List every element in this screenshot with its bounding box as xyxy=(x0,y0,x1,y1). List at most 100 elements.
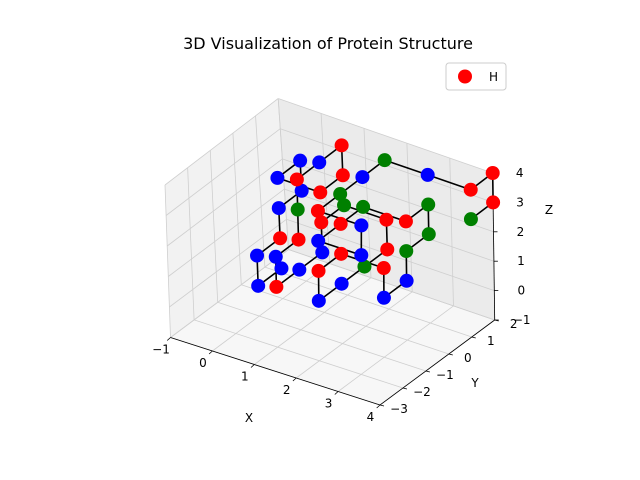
atom-p xyxy=(420,167,435,182)
atom-h xyxy=(291,232,306,247)
atom-p xyxy=(311,233,326,248)
z-tick-label: 2 xyxy=(517,225,525,239)
grid-line-y-left xyxy=(209,150,219,303)
atom-h xyxy=(333,216,348,231)
atom-p xyxy=(334,276,349,291)
y-tick-label: −2 xyxy=(413,385,431,399)
y-tick-label: −1 xyxy=(436,368,454,382)
x-tick-label: 3 xyxy=(325,397,333,411)
x-tick-label: 0 xyxy=(199,356,207,370)
atom-o xyxy=(421,227,436,242)
pane-back xyxy=(278,98,495,320)
atom-p xyxy=(354,218,369,233)
atom-p xyxy=(294,183,309,198)
grid-line-z-back xyxy=(288,249,495,321)
y-tick-mark xyxy=(425,370,430,373)
chart-title: 3D Visualization of Protein Structure xyxy=(183,34,473,53)
grid-line-z-left xyxy=(166,158,283,247)
legend: H xyxy=(445,62,507,91)
atom-p xyxy=(270,170,285,185)
atom-o xyxy=(377,153,392,168)
atom-h xyxy=(398,214,413,229)
atom-h xyxy=(289,172,304,187)
grid-line-y-floor xyxy=(217,301,427,372)
atom-o xyxy=(399,244,414,259)
x-tick-label: 1 xyxy=(241,370,249,384)
legend-label-h: H xyxy=(489,70,498,84)
atom-o xyxy=(290,202,305,217)
atom-h xyxy=(334,246,349,261)
atom-h xyxy=(313,185,328,200)
z-tick-label: 3 xyxy=(516,195,524,209)
y-tick-label: 2 xyxy=(510,317,518,331)
atom-o xyxy=(337,198,352,213)
grid-line-y-floor xyxy=(264,266,472,338)
x-tick-label: −1 xyxy=(152,343,170,357)
grid-line-y-left xyxy=(187,167,195,320)
atom-p xyxy=(354,248,369,263)
grid-line-y-left xyxy=(164,184,171,338)
x-axis-label: X xyxy=(245,411,253,425)
grid-line-x-floor xyxy=(337,305,454,392)
y-tick-mark xyxy=(402,387,408,390)
x-tick-mark xyxy=(292,377,297,382)
legend-frame xyxy=(445,62,507,91)
atom-p xyxy=(274,261,289,276)
x-tick-mark xyxy=(166,337,171,341)
atom-p xyxy=(311,293,326,308)
atom-p xyxy=(315,245,330,260)
x-axis-line xyxy=(170,337,381,406)
atom-o xyxy=(463,212,478,227)
atom-h xyxy=(310,203,325,218)
atom-p xyxy=(292,262,307,277)
axes-panes xyxy=(165,98,495,405)
z-tick-label: 0 xyxy=(517,284,525,298)
grid-line-z-back xyxy=(278,98,493,174)
grid-line-z-back xyxy=(282,158,494,233)
grid-line-z-left xyxy=(170,249,289,338)
atom-o xyxy=(333,187,348,202)
y-tick-mark xyxy=(379,404,385,407)
z-tick-label: 4 xyxy=(516,166,524,180)
legend-marker-h xyxy=(458,69,472,84)
atom-h xyxy=(485,166,500,180)
atom-h xyxy=(334,138,349,153)
grid-line-z-left xyxy=(164,98,279,186)
atom-p xyxy=(355,170,370,185)
atom-p xyxy=(250,248,265,263)
atom-h xyxy=(269,279,284,294)
x-tick-mark xyxy=(250,364,255,368)
atoms xyxy=(250,138,501,308)
atom-p xyxy=(271,201,286,216)
grid-line-x-floor xyxy=(295,291,413,379)
y-tick-mark xyxy=(471,336,476,339)
atom-h xyxy=(380,242,395,257)
x-tick-mark xyxy=(376,404,381,409)
atom-p xyxy=(293,153,308,168)
atom-h xyxy=(376,261,391,276)
atom-h xyxy=(486,195,501,210)
grid-line-x-floor xyxy=(212,263,330,352)
atom-p xyxy=(376,290,391,305)
y-tick-label: −3 xyxy=(390,402,408,416)
atom-h xyxy=(379,212,394,227)
z-axis-label: Z xyxy=(545,203,553,217)
grid-line-y-floor xyxy=(241,284,449,355)
grid-line-z-left xyxy=(165,128,281,216)
x-tick-label: 4 xyxy=(367,410,375,424)
atom-p xyxy=(399,273,414,288)
y-tick-label: 0 xyxy=(464,351,472,365)
y-tick-label: 1 xyxy=(487,334,495,348)
atom-p xyxy=(251,278,266,293)
atom-h xyxy=(314,215,329,230)
grid-line-y-floor xyxy=(193,319,404,389)
y-axis-line xyxy=(379,319,495,406)
atom-p xyxy=(312,155,327,170)
atom-o xyxy=(357,259,372,274)
z-tick-label: 1 xyxy=(517,254,525,268)
z-tick-label: −1 xyxy=(513,313,531,327)
x-tick-mark xyxy=(208,350,213,355)
grid-line-z-left xyxy=(169,218,287,308)
grid-line-y-left xyxy=(232,133,242,285)
